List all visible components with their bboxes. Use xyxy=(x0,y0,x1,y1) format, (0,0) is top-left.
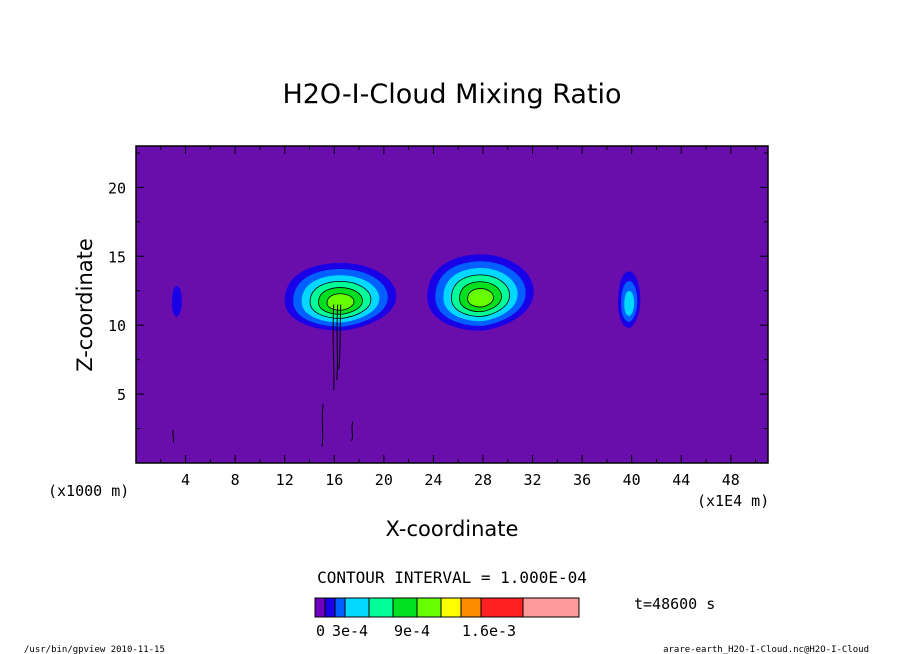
colorbar-swatch xyxy=(334,597,346,618)
contour-interval-label: CONTOUR INTERVAL = 1.000E-04 xyxy=(317,568,587,587)
colorbar-swatch xyxy=(460,597,482,618)
time-label: t=48600 s xyxy=(634,595,715,613)
contour-line xyxy=(459,281,502,313)
x-tick-label: 24 xyxy=(424,471,442,489)
contour-line xyxy=(172,429,175,443)
y-tick-label: 15 xyxy=(108,248,126,266)
footer-left: /usr/bin/gpview 2010-11-15 xyxy=(24,645,165,654)
colorbar-label: 0 xyxy=(316,622,325,640)
x-tick-label: 28 xyxy=(474,471,492,489)
x-tick-label: 16 xyxy=(325,471,343,489)
colorbar xyxy=(314,597,580,618)
contour-line-layer xyxy=(172,274,510,447)
colorbar-swatch xyxy=(368,597,394,618)
contour-line xyxy=(451,274,510,317)
y-tick-label: 20 xyxy=(108,179,126,197)
colorbar-swatch xyxy=(344,597,370,618)
contour-line xyxy=(309,280,372,319)
colorbar-label: 1.6e-3 xyxy=(462,622,516,640)
colorbar-label: 9e-4 xyxy=(394,622,430,640)
contour-fill xyxy=(624,290,635,316)
contour-line xyxy=(326,293,355,311)
colorbar-swatch xyxy=(416,597,442,618)
contour-line xyxy=(318,287,363,315)
x-tick-label: 32 xyxy=(524,471,542,489)
colorbar-swatch xyxy=(480,597,524,618)
contour-line xyxy=(321,403,324,447)
y-tick-label: 5 xyxy=(117,386,126,404)
colorbar-swatch xyxy=(392,597,418,618)
plot-frame xyxy=(135,145,769,464)
contour-line xyxy=(332,304,335,390)
x-tick-label: 4 xyxy=(181,471,190,489)
x-axis-label: X-coordinate xyxy=(386,517,519,541)
x-axis: 4 8 12 16 20 24 28 32 36 40 44 48 xyxy=(160,146,757,489)
contour-line xyxy=(467,288,494,308)
x-tick-label: 8 xyxy=(231,471,240,489)
x-tick-label: 36 xyxy=(573,471,591,489)
colorbar-swatch xyxy=(324,597,336,618)
contour-line xyxy=(351,421,354,442)
chart-title: H2O-I-Cloud Mixing Ratio xyxy=(282,79,621,110)
contour-fill xyxy=(467,288,494,308)
x-tick-label: 12 xyxy=(276,471,294,489)
contour-line xyxy=(336,304,339,381)
y-axis: 5 10 15 20 xyxy=(108,152,768,430)
x-tick-label: 48 xyxy=(722,471,740,489)
x-tick-label: 44 xyxy=(672,471,690,489)
x-tick-label: 40 xyxy=(623,471,641,489)
colorbar-swatch xyxy=(440,597,462,618)
footer-right: arare-earth_H2O-I-Cloud.nc@H2O-I-Cloud xyxy=(663,645,869,654)
y-tick-label: 10 xyxy=(108,317,126,335)
colorbar-labels: 0 3e-4 9e-4 1.6e-3 xyxy=(316,622,516,640)
x-units-right: (x1E4 m) xyxy=(697,492,769,510)
x-tick-label: 20 xyxy=(375,471,393,489)
colorbar-label: 3e-4 xyxy=(332,622,368,640)
colorbar-swatch xyxy=(522,597,580,618)
x-units-left: (x1000 m) xyxy=(48,482,129,500)
y-axis-label: Z-coordinate xyxy=(73,238,97,372)
colorbar-swatch xyxy=(314,597,326,618)
contour-fill xyxy=(171,285,182,317)
contour-line xyxy=(338,304,342,370)
